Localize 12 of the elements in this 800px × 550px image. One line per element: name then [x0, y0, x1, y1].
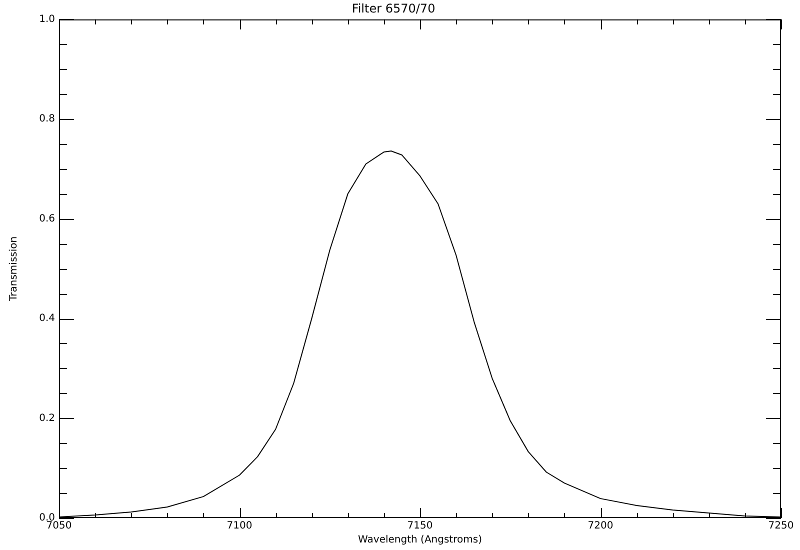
y-tick-label: 0.8 [39, 114, 55, 125]
y-tick-label: 0.4 [39, 313, 55, 324]
x-tick-label: 7100 [226, 520, 252, 532]
y-axis-title: Transmission [8, 236, 20, 302]
chart-title: Filter 6570/70 [352, 1, 436, 16]
y-tick-label: 0.6 [39, 213, 55, 224]
x-tick-label: 7250 [768, 520, 794, 532]
x-tick-label: 7200 [588, 520, 614, 532]
x-tick-label: 7150 [407, 520, 433, 532]
y-tick-label: 1.0 [39, 14, 55, 25]
x-axis-title: Wavelength (Angstroms) [358, 534, 482, 546]
y-tick-label: 0.2 [39, 412, 55, 424]
